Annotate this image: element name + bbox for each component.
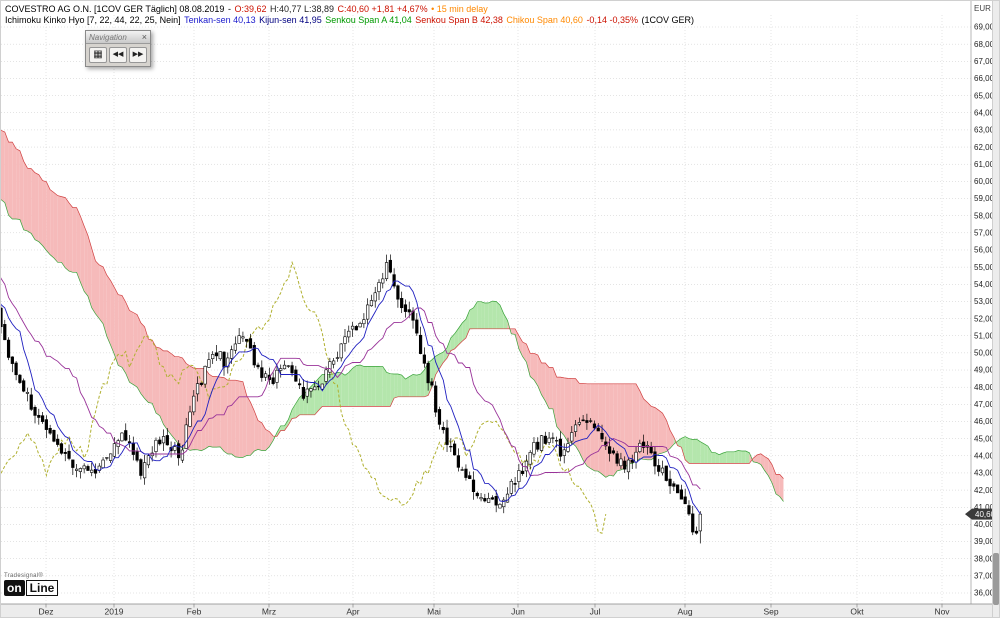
price-axis-label: 64,00 [974,108,995,117]
tenkan-sen-line [1,280,701,515]
navigation-panel: Navigation × ▦ ◀◀ ▶▶ [85,30,151,67]
logo-mark-line: Line [25,580,59,596]
header-segment: H:40,77 L:38,89 [267,4,337,14]
senkou-span-b-line [1,129,784,479]
navigation-title: Navigation [89,32,127,42]
grid-view-button[interactable]: ▦ [89,47,107,63]
kijun-sen-line [1,277,701,490]
month-label: 2019 [105,607,124,617]
rewind-button[interactable]: ◀◀ [109,47,127,63]
price-axis-label: 69,00 [974,23,995,32]
price-axis-label: 68,00 [974,40,995,49]
header-segment: COVESTRO AG O.N. [1COV GER Täglich] 08.0… [5,4,225,14]
chikou-span-line [1,260,607,534]
price-axis-label: 61,00 [974,160,995,169]
price-axis-label: 63,00 [974,126,995,135]
header-segment: Kijun-sen 41,95 [259,15,325,25]
header-segment: C:40,60 +1,81 +4,67% [337,4,428,14]
fast-forward-button[interactable]: ▶▶ [129,47,147,63]
month-label: Apr [346,607,359,617]
header-segment: O:39,62 [234,4,267,14]
price-axis-label: 67,00 [974,57,995,66]
month-label: Nov [934,607,950,617]
indicator-header: Ichimoku Kinko Hyo [7, 22, 44, 22, 25, N… [5,15,695,26]
price-axis-label: 60,00 [974,177,995,186]
header-segment: Tenkan-sen 40,13 [184,15,259,25]
header-segment: Senkou Span A 41,04 [325,15,415,25]
header-segment: -0,14 -0,35% [586,15,641,25]
month-label: Sep [763,607,778,617]
price-axis-label: 65,00 [974,91,995,100]
navigation-titlebar[interactable]: Navigation × [86,31,150,44]
price-axis-label: 57,00 [974,229,995,238]
price-axis-label: 48,00 [974,383,995,392]
logo-brand-text: Tradesignal® [4,573,44,579]
scrollbar-thumb[interactable] [993,553,999,605]
time-axis[interactable]: Dez 2019 Feb Mrz Apr Mai Jun Jul Aug Sep Okt Nov [1,603,1000,618]
price-axis-label: 59,00 [974,194,995,203]
price-axis-label: 37,00 [974,572,995,581]
header-segment: Senkou Span B 42,38 [415,15,506,25]
price-axis-label: 38,00 [974,554,995,563]
month-label: Jun [511,607,525,617]
price-axis-label: 45,00 [974,434,995,443]
last-price-label: 40,60 [975,510,996,519]
month-label: Okt [850,607,864,617]
month-label: Aug [677,607,692,617]
currency-label: EUR [974,4,991,13]
price-axis-label: 62,00 [974,143,995,152]
price-axis-label: 66,00 [974,74,995,83]
price-axis-label: 58,00 [974,211,995,220]
price-axis-label: 41,00 [974,503,995,512]
month-label: Jul [590,607,601,617]
price-axis-label: 42,00 [974,486,995,495]
price-axis-label: 46,00 [974,417,995,426]
price-axis-label: 50,00 [974,349,995,358]
last-price-tag: 40,60 [965,508,999,520]
price-axis-label: 51,00 [974,331,995,340]
price-axis-label: 55,00 [974,263,995,272]
candles [1,254,702,544]
header-segment: (1COV GER) [641,15,694,25]
header-segment: • 15 min delay [428,4,488,14]
senkou-span-a-line [1,199,784,502]
header-segment: Chikou Span 40,60 [506,15,586,25]
price-axis-label: 49,00 [974,366,995,375]
logo-mark-on: on [4,580,25,596]
price-axis-label: 56,00 [974,246,995,255]
price-axis-label: 52,00 [974,314,995,323]
vertical-scrollbar[interactable] [992,1,999,617]
month-label: Feb [187,607,202,617]
instrument-header: COVESTRO AG O.N. [1COV GER Täglich] 08.0… [5,4,489,15]
price-axis-label: 53,00 [974,297,995,306]
price-axis-label: 47,00 [974,400,995,409]
price-axis-label: 40,00 [974,520,995,529]
grid-icon: ▦ [93,49,103,60]
month-label: Mai [427,607,441,617]
price-axis-label: 36,00 [974,589,995,598]
price-axis-label: 39,00 [974,537,995,546]
price-axis[interactable]: EUR 36,00 37,00 38,00 39,00 40,00 41,00 42,00 43… [974,4,995,598]
header-segment: Ichimoku Kinko Hyo [7, 22, 44, 22, 25, N… [5,15,184,25]
tradesignal-logo: Tradesignal® on Line [4,573,59,596]
price-axis-label: 43,00 [974,469,995,478]
price-axis-label: 44,00 [974,451,995,460]
month-label: Mrz [262,607,276,617]
header-segment: - [225,4,234,14]
month-label: Dez [38,607,53,617]
price-axis-label: 54,00 [974,280,995,289]
close-icon[interactable]: × [141,31,147,42]
